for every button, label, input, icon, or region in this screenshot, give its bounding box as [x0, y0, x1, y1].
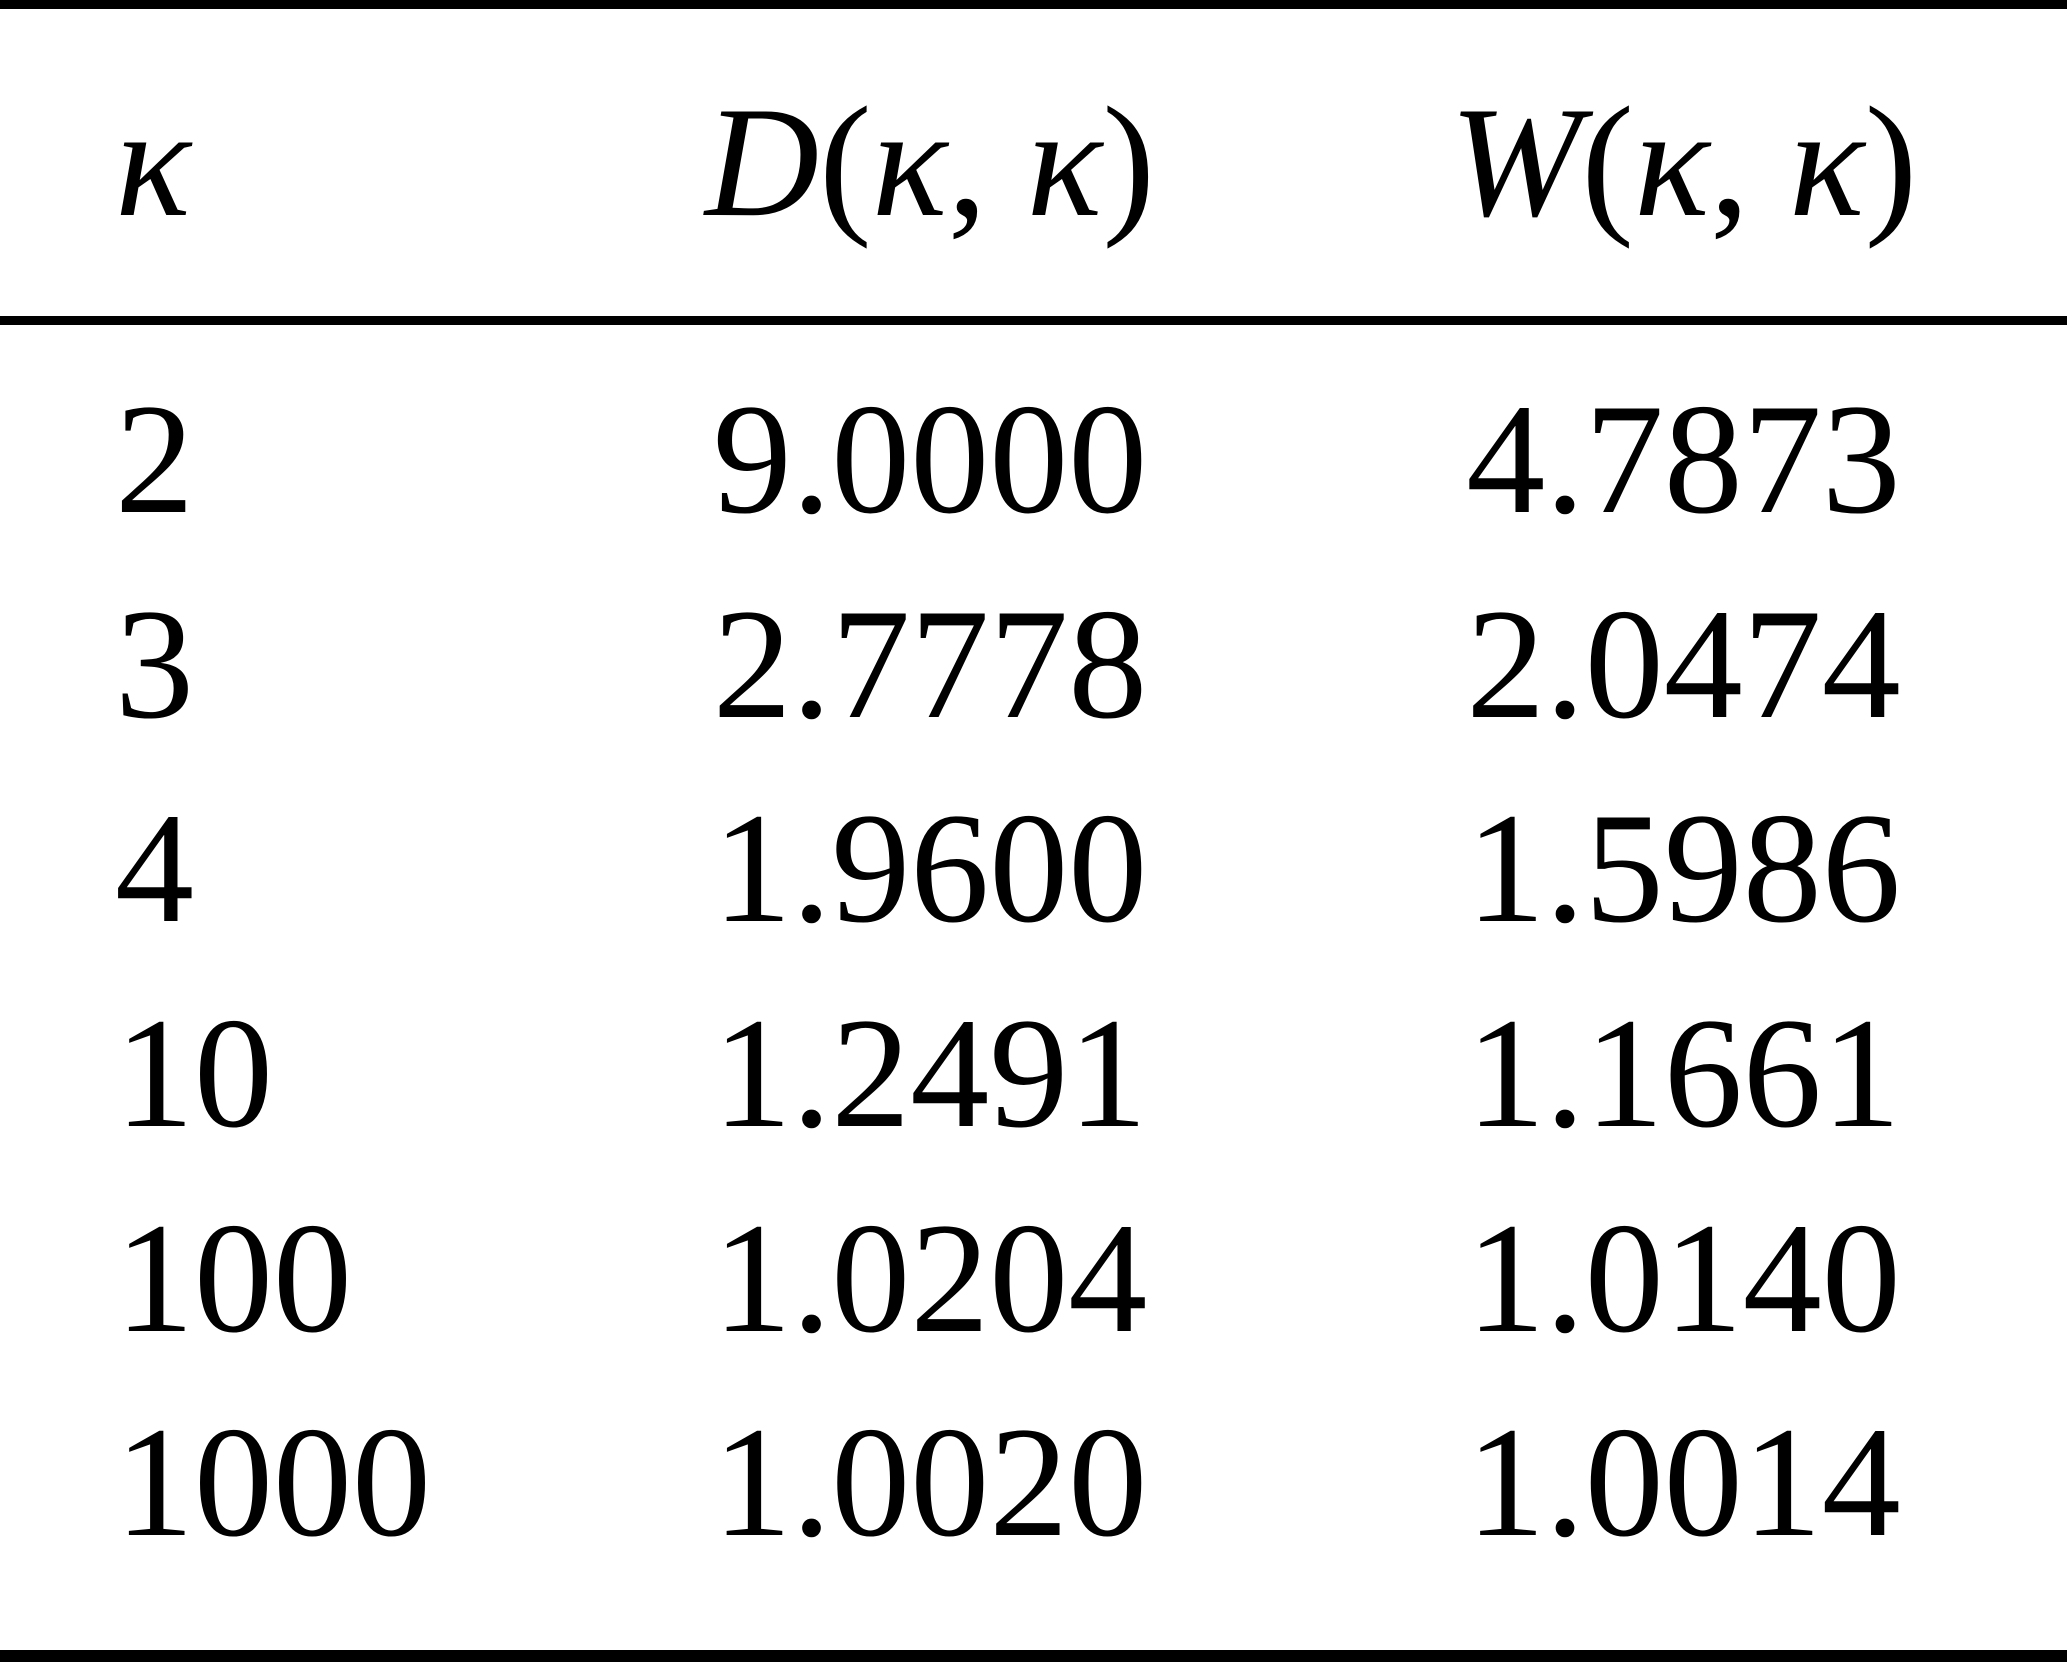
- cell-W-value: 4.7873: [1466, 372, 1901, 548]
- table-row: 3 2.7778 2.0474: [0, 563, 2067, 768]
- table-top-rule: [0, 0, 2067, 9]
- kappa-symbol: κ: [115, 74, 191, 250]
- cell-W-value: 1.0140: [1466, 1190, 1901, 1366]
- cell-kappa-value: 4: [115, 781, 194, 957]
- table-row: 10 1.2491 1.1661: [0, 972, 2067, 1177]
- header-cell-kappa: κ: [0, 72, 560, 254]
- W-function-symbol: W: [1449, 74, 1582, 250]
- table-mid-rule: [0, 316, 2067, 325]
- table-row: 1000 1.0020 1.0014: [0, 1381, 2067, 1586]
- cell-D-value: 9.0000: [712, 372, 1148, 548]
- header-cell-W: W(κ, κ): [1300, 72, 2067, 254]
- cell-D-value: 2.7778: [712, 576, 1148, 752]
- D-close-paren: ): [1102, 74, 1156, 250]
- W-arg2-kappa: κ: [1788, 74, 1865, 250]
- table-header-row: κ D(κ, κ) W(κ, κ): [0, 9, 2067, 316]
- table-row: 4 1.9600 1.5986: [0, 767, 2067, 972]
- cell-D-value: 1.0204: [712, 1190, 1148, 1366]
- W-open-paren: (: [1581, 74, 1634, 250]
- table-row: 2 9.0000 4.7873: [0, 358, 2067, 563]
- cell-D-value: 1.0020: [712, 1395, 1148, 1571]
- D-separator: ,: [947, 74, 1027, 250]
- table-row: 100 1.0204 1.0140: [0, 1176, 2067, 1381]
- cell-D-value: 1.9600: [712, 781, 1148, 957]
- D-open-paren: (: [819, 74, 872, 250]
- W-arg1-kappa: κ: [1633, 74, 1710, 250]
- cell-W-value: 1.1661: [1466, 986, 1901, 1162]
- cell-kappa-value: 3: [115, 576, 194, 752]
- D-function-symbol: D: [704, 74, 820, 250]
- cell-kappa-value: 2: [115, 372, 194, 548]
- cell-D-value: 1.2491: [712, 986, 1148, 1162]
- cell-kappa-value: 10: [115, 986, 273, 1162]
- cell-W-value: 2.0474: [1466, 576, 1901, 752]
- cell-kappa-value: 100: [115, 1190, 352, 1366]
- cell-kappa-value: 1000: [115, 1395, 431, 1571]
- cell-W-value: 1.5986: [1466, 781, 1901, 957]
- D-arg1-kappa: κ: [871, 74, 948, 250]
- W-separator: ,: [1709, 74, 1789, 250]
- cell-W-value: 1.0014: [1466, 1395, 1901, 1571]
- D-arg2-kappa: κ: [1026, 74, 1103, 250]
- table-bottom-rule: [0, 1650, 2067, 1662]
- W-close-paren: ): [1864, 74, 1918, 250]
- header-cell-D: D(κ, κ): [560, 72, 1300, 254]
- table-body: 2 9.0000 4.7873 3 2.7778 2.0474 4 1.9600…: [0, 325, 2067, 1586]
